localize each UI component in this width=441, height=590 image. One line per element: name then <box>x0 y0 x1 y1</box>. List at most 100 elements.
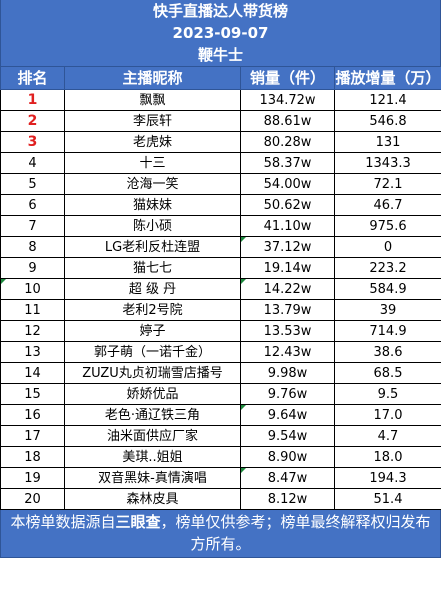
table-row: 7 陈小硕 41.10w 975.6 <box>0 215 441 237</box>
cell-rank: 7 <box>0 215 65 237</box>
cell-sales: 9.98w <box>240 362 335 384</box>
column-header-sales: 销量（件） <box>240 66 335 90</box>
cell-marker-icon <box>241 237 246 242</box>
cell-name: 老色·通辽铁三角 <box>64 404 241 426</box>
cell-plays: 4.7 <box>334 425 441 447</box>
cell-rank: 20 <box>0 488 65 510</box>
cell-name: 超 级 丹 <box>64 278 241 300</box>
cell-plays: 223.2 <box>334 257 441 279</box>
cell-plays: 131 <box>334 131 441 153</box>
cell-name: 猫妹妹 <box>64 194 241 216</box>
report-source: 鞭牛士 <box>197 46 243 64</box>
cell-rank: 4 <box>0 152 65 174</box>
table-row: 5 沧海一笑 54.00w 72.1 <box>0 173 441 195</box>
cell-plays: 546.8 <box>334 110 441 132</box>
cell-marker-icon <box>241 405 246 410</box>
cell-sales: 14.22w <box>240 278 335 300</box>
table-row: 15 娇娇优品 9.76w 9.5 <box>0 383 441 405</box>
footer-text-before: 本榜单数据源自 <box>10 513 116 531</box>
table-row: 19 双音黑妹-真情演唱 8.47w 194.3 <box>0 467 441 489</box>
table-row: 20 森林皮具 8.12w 51.4 <box>0 488 441 510</box>
cell-plays: 975.6 <box>334 215 441 237</box>
cell-sales: 9.54w <box>240 425 335 447</box>
cell-sales: 41.10w <box>240 215 335 237</box>
cell-rank: 1 <box>0 89 65 111</box>
table-row: 14 ZUZU丸贞初瑞雪店播号 9.98w 68.5 <box>0 362 441 384</box>
column-header-plays: 播放增量（万） <box>334 66 441 90</box>
cell-plays: 18.0 <box>334 446 441 468</box>
table-row: 9 猫七七 19.14w 223.2 <box>0 257 441 279</box>
cell-plays: 714.9 <box>334 320 441 342</box>
cell-sales: 19.14w <box>240 257 335 279</box>
cell-sales: 9.64w <box>240 404 335 426</box>
cell-name: 飘飘 <box>64 89 241 111</box>
cell-name: 十三 <box>64 152 241 174</box>
cell-marker-icon <box>241 279 246 284</box>
cell-sales: 50.62w <box>240 194 335 216</box>
column-header-name: 主播昵称 <box>64 66 241 90</box>
cell-plays: 121.4 <box>334 89 441 111</box>
cell-sales: 9.76w <box>240 383 335 405</box>
cell-sales: 37.12w <box>240 236 335 258</box>
title-banner: 快手直播达人带货榜 2023-09-07 鞭牛士 <box>0 0 441 66</box>
cell-sales: 8.47w <box>240 467 335 489</box>
cell-plays: 9.5 <box>334 383 441 405</box>
table-row: 6 猫妹妹 50.62w 46.7 <box>0 194 441 216</box>
cell-plays: 46.7 <box>334 194 441 216</box>
table-row: 3 老虎妹 80.28w 131 <box>0 131 441 153</box>
cell-rank: 11 <box>0 299 65 321</box>
cell-name: LG老利反杜连盟 <box>64 236 241 258</box>
cell-name: ZUZU丸贞初瑞雪店播号 <box>64 362 241 384</box>
cell-rank: 17 <box>0 425 65 447</box>
cell-sales: 58.37w <box>240 152 335 174</box>
cell-name: 油米面供应厂家 <box>64 425 241 447</box>
table-row: 4 十三 58.37w 1343.3 <box>0 152 441 174</box>
cell-rank: 9 <box>0 257 65 279</box>
cell-name: 沧海一笑 <box>64 173 241 195</box>
cell-rank: 14 <box>0 362 65 384</box>
cell-name: 老利2号院 <box>64 299 241 321</box>
cell-plays: 0 <box>334 236 441 258</box>
table-row: 18 美琪..姐姐 8.90w 18.0 <box>0 446 441 468</box>
cell-plays: 17.0 <box>334 404 441 426</box>
cell-name: 老虎妹 <box>64 131 241 153</box>
footer-source: 三眼查 <box>115 513 161 531</box>
cell-sales: 12.43w <box>240 341 335 363</box>
cell-sales: 134.72w <box>240 89 335 111</box>
cell-sales: 88.61w <box>240 110 335 132</box>
table-row: 11 老利2号院 13.79w 39 <box>0 299 441 321</box>
cell-rank: 19 <box>0 467 65 489</box>
table-row: 17 油米面供应厂家 9.54w 4.7 <box>0 425 441 447</box>
cell-sales: 80.28w <box>240 131 335 153</box>
cell-sales: 54.00w <box>240 173 335 195</box>
cell-name: 陈小硕 <box>64 215 241 237</box>
cell-rank: 6 <box>0 194 65 216</box>
page-title: 快手直播达人带货榜 <box>152 2 288 20</box>
cell-plays: 72.1 <box>334 173 441 195</box>
cell-sales: 13.79w <box>240 299 335 321</box>
cell-name: 郭子萌（一诺千金） <box>64 341 241 363</box>
table-header-row: 排名 主播昵称 销量（件） 播放增量（万） <box>0 66 441 90</box>
cell-marker-icon <box>1 279 6 284</box>
cell-rank: 12 <box>0 320 65 342</box>
table-row: 8 LG老利反杜连盟 37.12w 0 <box>0 236 441 258</box>
cell-rank: 2 <box>0 110 65 132</box>
cell-rank: 10 <box>0 278 65 300</box>
cell-plays: 584.9 <box>334 278 441 300</box>
cell-name: 美琪..姐姐 <box>64 446 241 468</box>
cell-rank: 18 <box>0 446 65 468</box>
cell-plays: 1343.3 <box>334 152 441 174</box>
cell-plays: 68.5 <box>334 362 441 384</box>
table-row: 10 超 级 丹 14.22w 584.9 <box>0 278 441 300</box>
cell-rank: 13 <box>0 341 65 363</box>
cell-plays: 194.3 <box>334 467 441 489</box>
table-row: 2 李辰轩 88.61w 546.8 <box>0 110 441 132</box>
cell-name: 猫七七 <box>64 257 241 279</box>
cell-name: 李辰轩 <box>64 110 241 132</box>
column-header-rank: 排名 <box>0 66 65 90</box>
footer-text-after: ，榜单仅供参考；榜单最终解释权归发布方所有。 <box>160 513 431 553</box>
cell-rank: 8 <box>0 236 65 258</box>
table-row: 16 老色·通辽铁三角 9.64w 17.0 <box>0 404 441 426</box>
cell-rank: 3 <box>0 131 65 153</box>
